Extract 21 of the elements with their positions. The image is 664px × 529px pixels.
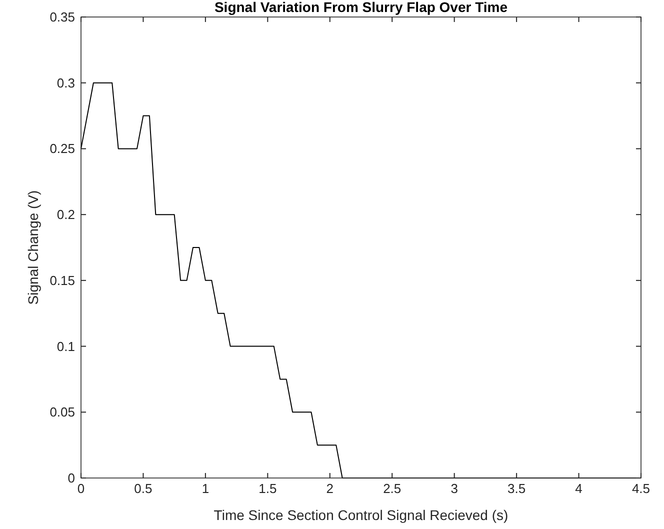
- y-tick-label: 0.05: [50, 404, 75, 420]
- x-tick-label: 1.5: [258, 481, 277, 496]
- x-tick-label: 3: [450, 481, 458, 496]
- y-tick-label: 0.3: [56, 75, 75, 90]
- y-tick-label: 0.25: [50, 141, 75, 156]
- x-tick-label: 2.5: [383, 481, 402, 496]
- chart-title: Signal Variation From Slurry Flap Over Time: [214, 0, 508, 15]
- x-axis-title: Time Since Section Control Signal Recieved (s): [214, 507, 508, 523]
- x-tick-label: 2: [326, 481, 334, 496]
- y-tick-label: 0.1: [56, 338, 75, 354]
- y-tick-label: 0: [68, 470, 75, 486]
- y-tick-label: 0.35: [50, 10, 75, 24]
- x-tick-label: 3.5: [508, 481, 526, 496]
- x-tick-label: 0.5: [134, 481, 152, 496]
- x-tick-label: 1: [202, 481, 210, 496]
- x-tick-label: 0: [77, 481, 85, 496]
- y-tick-label: 0.15: [50, 272, 75, 288]
- y-axis-title: Signal Change (V): [25, 190, 41, 305]
- x-tick-label: 4.5: [632, 481, 650, 496]
- y-tick-label: 0.2: [56, 207, 75, 222]
- x-tick-label: 4: [575, 481, 582, 496]
